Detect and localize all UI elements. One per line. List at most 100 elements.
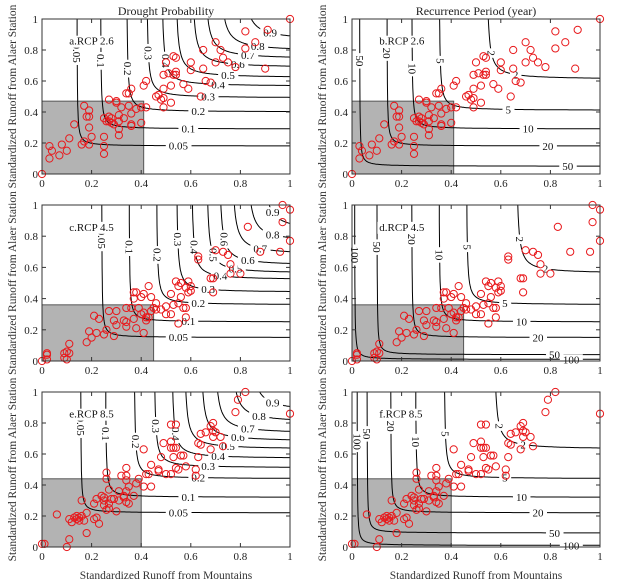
- y-axis-label: Standardized Runoff from Alaer Station: [317, 377, 329, 561]
- data-point: [504, 255, 513, 264]
- data-point: [350, 539, 359, 549]
- y-tick-label: 0.2: [24, 325, 38, 337]
- data-point: [519, 418, 528, 428]
- data-point: [414, 504, 424, 513]
- data-point: [176, 278, 185, 288]
- data-point: [454, 470, 463, 479]
- contour-label: 50: [562, 161, 574, 173]
- contour-line: [218, 18, 291, 50]
- data-point: [481, 420, 491, 429]
- contour-label-bg: [188, 105, 209, 118]
- data-point: [122, 463, 131, 473]
- y-tick-label: 0.6: [24, 76, 38, 88]
- contour-line: [359, 18, 600, 167]
- panel-d: 2255101020205050100100000.20.20.40.40.60…: [317, 191, 605, 377]
- data-point: [231, 62, 240, 72]
- data-point: [218, 442, 228, 451]
- data-point: [506, 92, 515, 101]
- data-point: [186, 282, 195, 291]
- y-tick-label: 0.6: [334, 449, 348, 461]
- x-tick-label: 0.8: [544, 178, 558, 190]
- data-point: [129, 491, 138, 500]
- data-point: [226, 260, 235, 269]
- x-tick-label: 0: [39, 365, 45, 377]
- data-point: [112, 507, 121, 516]
- data-point: [109, 494, 119, 504]
- x-tick-label: 0.4: [134, 365, 148, 377]
- contour-label: 100: [563, 354, 580, 366]
- data-point: [142, 103, 151, 112]
- contour-label: 10: [516, 492, 528, 504]
- data-point: [85, 123, 94, 132]
- data-point: [432, 487, 441, 496]
- data-point: [156, 453, 166, 462]
- contour-label-bg: [218, 230, 231, 249]
- data-point: [65, 134, 74, 143]
- data-point: [107, 494, 116, 504]
- data-point: [422, 507, 431, 516]
- data-point: [461, 299, 471, 308]
- contour-label: 20: [533, 332, 545, 344]
- data-point: [82, 338, 91, 347]
- data-point: [449, 308, 458, 317]
- data-point: [132, 479, 141, 488]
- x-tick-label: 0.6: [184, 178, 198, 190]
- contour-label-vertical: 20: [380, 48, 392, 60]
- data-point: [89, 499, 99, 508]
- contour-label: 0.4: [214, 271, 228, 283]
- contour-label-bg: [461, 242, 474, 253]
- contour-label: 0.05: [169, 332, 189, 344]
- contour-label-bg: [351, 431, 364, 453]
- data-point: [519, 426, 528, 435]
- contour-label: 5: [502, 473, 508, 485]
- data-point: [385, 516, 394, 525]
- panel-label-bg: [67, 408, 117, 421]
- data-point: [471, 470, 481, 479]
- contour-label-bg: [410, 433, 423, 450]
- contour-label-bg: [165, 507, 192, 520]
- data-point: [528, 53, 538, 62]
- data-point: [166, 470, 176, 479]
- data-point: [496, 286, 505, 295]
- contour-line: [438, 204, 600, 323]
- data-point: [457, 292, 466, 302]
- data-point: [99, 493, 109, 502]
- y-tick-label: 0: [343, 356, 349, 368]
- contour-label-bg: [100, 424, 113, 443]
- data-point: [452, 103, 461, 112]
- contour-label-bg: [208, 451, 229, 464]
- data-point: [206, 445, 215, 454]
- data-point: [585, 247, 595, 256]
- data-point: [390, 516, 399, 525]
- data-point: [491, 462, 500, 471]
- y-tick-label: 0: [33, 356, 39, 368]
- contour-label-vertical: 0.3: [171, 232, 183, 246]
- data-point: [392, 528, 401, 538]
- data-point: [506, 440, 515, 449]
- data-point: [169, 52, 178, 61]
- data-point: [196, 440, 205, 449]
- contour-label-bg: [123, 238, 136, 256]
- data-point: [489, 80, 498, 89]
- data-point: [179, 451, 188, 460]
- data-point: [102, 468, 111, 477]
- data-point: [432, 497, 441, 507]
- data-point: [519, 288, 528, 297]
- contour-label-vertical: 20: [405, 234, 417, 246]
- data-point: [429, 114, 438, 123]
- data-point: [144, 282, 153, 291]
- data-point: [117, 471, 126, 480]
- data-point: [432, 303, 441, 313]
- contour-label-bg: [178, 316, 199, 329]
- data-point: [422, 306, 431, 316]
- data-point: [481, 277, 491, 286]
- data-point: [139, 445, 148, 454]
- data-point: [85, 140, 94, 149]
- contour-label-bg: [529, 332, 547, 345]
- data-point: [89, 515, 99, 524]
- shaded-region: [351, 304, 465, 362]
- data-point: [209, 288, 218, 297]
- data-point: [434, 89, 443, 98]
- data-point: [504, 453, 513, 462]
- data-point: [476, 289, 486, 299]
